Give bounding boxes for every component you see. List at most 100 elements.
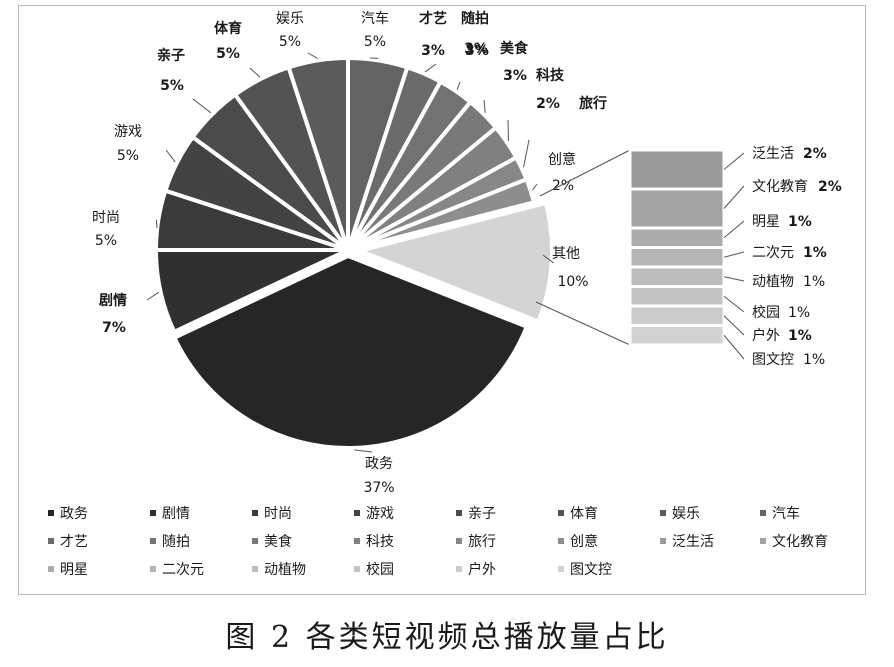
- legend-label: 图文控: [570, 562, 612, 578]
- slice-name-label: 娱乐: [276, 11, 304, 27]
- breakdown-value-label: 1%: [803, 352, 825, 368]
- legend-swatch: [660, 510, 666, 516]
- leader-line-e6898de889ba: [424, 63, 437, 73]
- legend-item-e5889be6848f: 创意: [558, 533, 598, 550]
- breakdown-name-label: 校园: [752, 304, 780, 321]
- legend-label: 体育: [570, 506, 598, 522]
- slice-value-label: 2%: [552, 178, 574, 194]
- chart-frame: [18, 5, 866, 595]
- breakdown-value-label: 1%: [788, 305, 810, 321]
- breakdown-segment-e6b39be7949fe6b4bb: [628, 148, 726, 191]
- legend-label: 校园: [366, 561, 394, 578]
- legend-swatch: [252, 566, 258, 572]
- legend-item-e694bfe58aa1: 政务: [48, 506, 88, 522]
- legend-swatch: [150, 566, 156, 572]
- legend-label: 旅行: [468, 534, 496, 550]
- slice-name-label: 科技: [536, 67, 565, 84]
- breakdown-value-label: 2%: [803, 146, 827, 162]
- legend-swatch: [558, 538, 564, 544]
- leader-line-e99a8fe68b8d: [456, 81, 461, 90]
- leader-line-e4bd93e882b2: [249, 67, 261, 78]
- slice-name-label: 才艺: [419, 10, 447, 27]
- legend-swatch: [150, 510, 156, 516]
- slice-value-label: 5%: [364, 34, 386, 50]
- legend-swatch: [252, 510, 258, 516]
- breakdown-value-label: 1%: [803, 245, 827, 261]
- legend-item-e6898de889ba: 才艺: [48, 534, 88, 550]
- legend-swatch: [456, 538, 462, 544]
- legend-item-e6b1bde8bda6: 汽车: [760, 505, 800, 522]
- slice-name-label: 汽车: [361, 10, 389, 27]
- breakdown-leader: [723, 251, 745, 258]
- breakdown-segment-e69687e58c96e69599e882b2: [628, 187, 726, 230]
- slice-value-label: 37%: [363, 480, 394, 496]
- breakdown-leader: [723, 185, 745, 209]
- slice-name-label: 游戏: [114, 124, 142, 140]
- legend-item-e69687e58c96e69599e882b2: 文化教育: [760, 534, 828, 550]
- legend-label: 时尚: [264, 506, 292, 522]
- breakdown-name-label: 泛生活: [752, 146, 794, 162]
- legend-label: 美食: [264, 533, 292, 550]
- breakdown-segment-e4ba8ce6aca1e58583: [628, 246, 726, 269]
- legend-swatch: [48, 538, 54, 544]
- pie-slice-e5a8b1e4b990: [286, 56, 350, 252]
- leader-line-e7be8ee9a39f: [483, 99, 486, 113]
- legend-item-e6a0a1e59bad: 校园: [354, 561, 394, 578]
- legend-swatch: [760, 510, 766, 516]
- legend-label: 明星: [60, 562, 88, 578]
- legend-label: 二次元: [162, 562, 204, 578]
- legend-item-e99a8fe68b8d: 随拍: [150, 534, 190, 550]
- leader-line-e589a7e68385: [146, 291, 159, 301]
- slice-name-label: 随拍: [461, 10, 489, 27]
- legend-label: 政务: [60, 506, 88, 522]
- slice-value-label: 5%: [117, 148, 139, 164]
- slice-value-label: 7%: [102, 320, 126, 336]
- breakdown-name-label: 二次元: [752, 245, 794, 261]
- legend-swatch: [558, 510, 564, 516]
- leader-line-e697b6e5b09a: [155, 219, 158, 229]
- legend-swatch: [456, 566, 462, 572]
- legend-item-e589a7e68385: 剧情: [150, 506, 190, 522]
- breakdown-leader: [723, 276, 745, 282]
- breakdown-leader: [723, 334, 745, 360]
- breakdown-value-label: 1%: [803, 274, 825, 290]
- leader-line-e5889be6848f: [532, 183, 538, 191]
- legend-label: 创意: [570, 533, 598, 550]
- legend-item-e4ba8ce6aca1e58583: 二次元: [150, 562, 204, 578]
- slice-name-label: 体育: [214, 20, 242, 37]
- slice-value-label: 10%: [557, 274, 588, 290]
- legend-item-e6b8b8e6888f: 游戏: [354, 506, 394, 522]
- legend-item-e58aa8e6a48de789a9: 动植物: [252, 562, 306, 578]
- legend-label: 随拍: [162, 534, 190, 550]
- legend-item-e688b7e5a496: 户外: [456, 561, 496, 578]
- figure-caption: 图 2 各类短视频总播放量占比: [225, 620, 669, 655]
- legend-label: 动植物: [264, 562, 306, 578]
- legend-swatch: [456, 510, 462, 516]
- breakdown-segment-e6988ee6989f: [628, 226, 726, 249]
- breakdown-leader: [723, 152, 745, 170]
- legend-label: 文化教育: [772, 534, 828, 550]
- leader-line-e6b8b8e6888f: [165, 149, 176, 163]
- legend-swatch: [252, 538, 258, 544]
- slice-name-label: 剧情: [99, 292, 127, 309]
- legend-label: 汽车: [772, 505, 800, 522]
- slice-value-label: 3%: [503, 68, 527, 84]
- slice-name-label: 政务: [365, 456, 393, 472]
- leader-line-e69785e8a18c: [523, 139, 530, 168]
- slice-value-label: 5%: [279, 34, 301, 50]
- legend-item-e7be8ee9a39f: 美食: [252, 533, 292, 550]
- legend-item-e7a791e68a80: 科技: [354, 534, 394, 550]
- breakdown-segment-e59bbee69687e68ea7: [628, 324, 726, 347]
- leader-line-e694bfe58aa1: [354, 449, 373, 453]
- legend-swatch: [150, 538, 156, 544]
- slice-value-label: 5%: [160, 78, 184, 94]
- legend-item-e59bbee69687e68ea7: 图文控: [558, 562, 612, 578]
- leader-line-e585b6e4bb96: [542, 254, 554, 264]
- legend-swatch: [354, 510, 360, 516]
- breakdown-leader: [723, 315, 745, 336]
- legend-item-e69785e8a18c: 旅行: [456, 534, 496, 550]
- legend-item-e6988ee6989f: 明星: [48, 562, 88, 578]
- slice-value-label: 3%: [421, 43, 445, 59]
- legend-item-e4bd93e882b2: 体育: [558, 506, 598, 522]
- legend-swatch: [354, 538, 360, 544]
